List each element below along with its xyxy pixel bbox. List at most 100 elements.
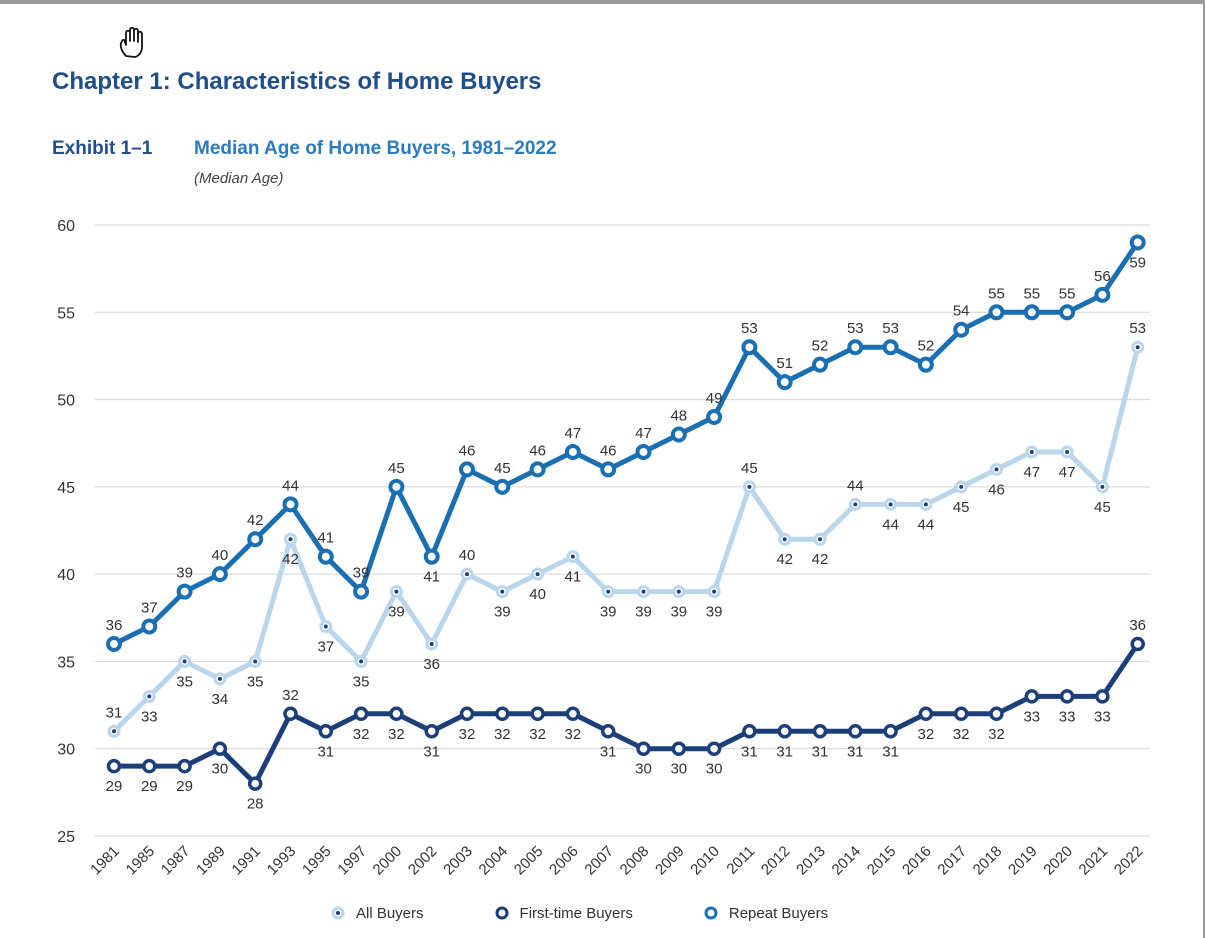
x-tick-label: 2000 [370, 843, 406, 879]
data-label-all-buyers: 39 [388, 604, 405, 621]
x-tick-label: 1987 [158, 843, 194, 879]
data-label-repeat-buyers: 56 [1094, 268, 1111, 285]
data-point-repeat-buyers [953, 321, 970, 338]
data-label-first-time-buyers: 32 [988, 726, 1005, 743]
x-tick-label: 2021 [1076, 843, 1112, 879]
data-point-first-time-buyers [389, 706, 404, 722]
x-tick-label: 1997 [334, 843, 370, 879]
data-label-all-buyers: 34 [212, 691, 229, 708]
data-point-repeat-buyers [776, 374, 793, 391]
data-label-all-buyers: 47 [1023, 464, 1040, 481]
data-point-repeat-buyers [1023, 304, 1040, 321]
data-point-center-all-buyers [782, 537, 787, 542]
data-label-all-buyers: 42 [812, 551, 829, 568]
data-point-center-all-buyers [323, 624, 328, 629]
data-point-first-time-buyers [918, 706, 934, 722]
x-tick-label: 2016 [899, 843, 935, 879]
chapter-title: Chapter 1: Characteristics of Home Buyer… [52, 68, 542, 95]
data-label-all-buyers: 42 [282, 551, 299, 568]
data-point-repeat-buyers [423, 548, 440, 565]
x-tick-label: 2003 [440, 843, 476, 879]
data-point-center-all-buyers [1029, 449, 1034, 454]
data-point-first-time-buyers [495, 706, 510, 722]
legend-item-repeat-buyers: Repeat Buyers [703, 905, 828, 922]
exhibit-label: Exhibit 1–1 [52, 138, 153, 159]
data-label-first-time-buyers: 31 [812, 743, 829, 760]
x-tick-label: 2008 [617, 843, 653, 879]
data-point-repeat-buyers [847, 339, 864, 356]
data-label-all-buyers: 35 [176, 673, 193, 690]
x-tick-label: 2022 [1111, 843, 1147, 879]
data-point-center-all-buyers [994, 467, 999, 472]
data-label-first-time-buyers: 33 [1059, 708, 1076, 725]
data-point-repeat-buyers [176, 583, 193, 600]
x-tick-label: 2018 [970, 843, 1006, 879]
data-point-repeat-buyers [670, 426, 687, 443]
data-label-repeat-buyers: 45 [494, 460, 511, 477]
data-point-center-all-buyers [535, 572, 540, 577]
data-label-repeat-buyers: 44 [282, 477, 299, 494]
data-label-all-buyers: 40 [459, 547, 476, 564]
data-point-first-time-buyers [177, 758, 192, 774]
repeat-buyers-marker-icon [704, 906, 718, 920]
x-tick-label: 1985 [123, 843, 159, 879]
x-tick-label: 2007 [581, 843, 617, 879]
data-point-first-time-buyers [1059, 689, 1075, 704]
data-point-first-time-buyers [812, 724, 828, 739]
data-point-first-time-buyers [600, 724, 616, 739]
data-point-first-time-buyers [142, 758, 157, 774]
data-label-repeat-buyers: 59 [1129, 254, 1146, 271]
data-label-first-time-buyers: 31 [882, 743, 899, 760]
data-label-all-buyers: 36 [423, 656, 440, 673]
x-tick-label: 2004 [476, 843, 512, 879]
data-label-all-buyers: 33 [141, 708, 158, 725]
data-point-first-time-buyers [530, 706, 545, 722]
data-label-first-time-buyers: 29 [106, 778, 123, 795]
x-tick-label: 2015 [864, 843, 900, 879]
data-label-first-time-buyers: 31 [776, 743, 793, 760]
data-point-repeat-buyers [882, 339, 899, 356]
data-point-repeat-buyers [317, 548, 334, 565]
y-tick-label: 50 [57, 393, 75, 410]
data-point-repeat-buyers [211, 566, 228, 583]
data-label-first-time-buyers: 31 [600, 743, 617, 760]
data-point-first-time-buyers [777, 724, 792, 739]
x-tick-label: 2009 [652, 843, 688, 879]
data-point-first-time-buyers [883, 724, 898, 739]
x-tick-label: 2002 [405, 843, 441, 879]
right-border [1203, 0, 1205, 938]
data-label-repeat-buyers: 54 [953, 303, 970, 320]
data-label-first-time-buyers: 32 [953, 726, 970, 743]
data-point-center-all-buyers [888, 502, 893, 507]
data-point-center-all-buyers [182, 659, 187, 664]
data-point-repeat-buyers [282, 496, 299, 513]
data-label-first-time-buyers: 32 [282, 687, 299, 704]
data-label-first-time-buyers: 32 [459, 726, 476, 743]
chart-legend: All Buyers First-time Buyers Repeat Buye… [330, 902, 898, 924]
data-point-first-time-buyers [953, 706, 969, 722]
data-label-first-time-buyers: 32 [529, 726, 546, 743]
data-point-repeat-buyers [917, 356, 934, 373]
data-point-first-time-buyers [424, 724, 439, 739]
data-point-first-time-buyers [353, 706, 369, 722]
first-time-buyers-marker-icon [495, 906, 509, 920]
data-label-all-buyers: 44 [918, 516, 935, 533]
data-point-center-all-buyers [676, 589, 681, 594]
data-label-all-buyers: 40 [529, 586, 546, 603]
legend-item-first-time-buyers: First-time Buyers [494, 905, 633, 922]
data-point-first-time-buyers [565, 706, 581, 722]
data-label-repeat-buyers: 41 [423, 569, 440, 586]
data-point-first-time-buyers [1095, 689, 1110, 704]
data-label-repeat-buyers: 42 [247, 512, 264, 529]
data-point-first-time-buyers [283, 706, 298, 722]
data-point-center-all-buyers [359, 659, 364, 664]
data-point-first-time-buyers [848, 724, 863, 739]
x-tick-label: 2010 [687, 843, 723, 879]
data-label-first-time-buyers: 32 [918, 726, 935, 743]
y-tick-label: 30 [57, 742, 75, 759]
data-point-repeat-buyers [106, 635, 122, 652]
x-tick-label: 2011 [723, 843, 758, 878]
data-label-repeat-buyers: 41 [317, 530, 334, 547]
legend-item-all-buyers: All Buyers [330, 905, 424, 922]
data-label-repeat-buyers: 52 [918, 338, 935, 355]
